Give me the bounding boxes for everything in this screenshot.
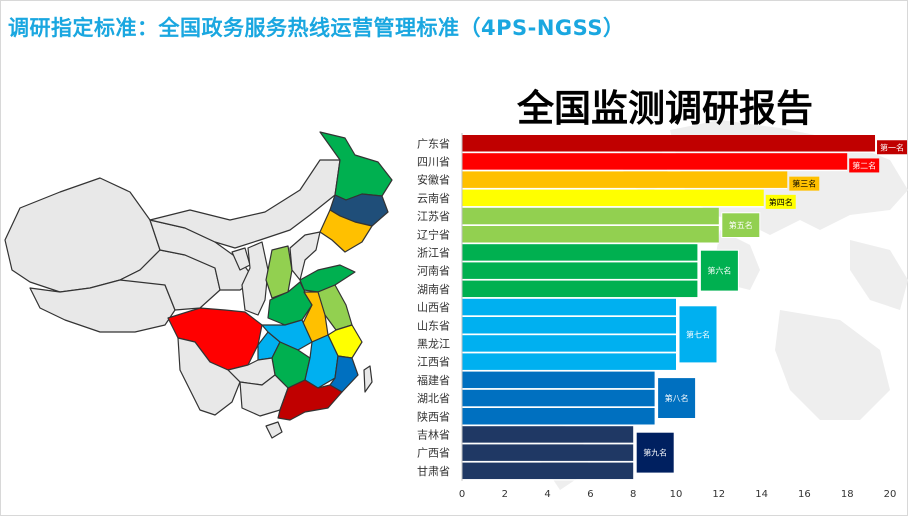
rank-badge-label: 第三名 <box>792 179 816 189</box>
x-tick-label: 0 <box>459 489 465 500</box>
category-label: 江苏省 <box>417 210 450 223</box>
x-tick-label: 10 <box>670 489 683 500</box>
bar <box>462 444 634 461</box>
category-label: 甘肃省 <box>417 465 450 478</box>
rank-badge <box>635 431 675 474</box>
category-label: 江西省 <box>417 356 450 369</box>
category-label: 四川省 <box>417 155 450 168</box>
bar <box>462 280 698 298</box>
category-label: 黑龙江 <box>417 337 450 350</box>
x-tick-label: 6 <box>587 489 593 500</box>
page-title: 调研指定标准：全国政务服务热线运营管理标准（4PS-NGSS） <box>8 16 625 40</box>
bar <box>462 371 655 389</box>
map-region-guangdong <box>277 379 343 421</box>
china-map <box>4 131 393 439</box>
category-label: 湖北省 <box>417 392 450 405</box>
x-tick-label: 4 <box>544 489 550 500</box>
category-label: 湖南省 <box>417 283 450 296</box>
bar <box>462 298 676 316</box>
category-label: 浙江省 <box>417 246 450 259</box>
bar <box>462 317 676 334</box>
category-label: 安徽省 <box>417 173 450 187</box>
rank-badge-label: 第二名 <box>852 160 876 170</box>
map-region-hainan <box>265 421 283 439</box>
category-label: 云南省 <box>417 192 450 205</box>
bar <box>462 408 655 425</box>
bar <box>462 389 655 407</box>
bar <box>462 335 676 352</box>
map-region-yunnan <box>177 337 241 416</box>
category-label: 福建省 <box>417 373 450 387</box>
rank-badge <box>849 158 880 173</box>
rank-badge-label: 第一名 <box>880 142 904 152</box>
map-region-shaanxi <box>241 241 269 316</box>
bar <box>462 171 788 188</box>
category-label: 陕西省 <box>417 409 450 423</box>
category-label: 广西省 <box>417 447 450 460</box>
rank-badge-label: 第五名 <box>729 220 753 230</box>
rank-badge-label: 第四名 <box>769 197 793 207</box>
x-tick-label: 2 <box>502 489 508 500</box>
category-label: 山东省 <box>417 319 450 332</box>
bar <box>462 189 764 207</box>
rank-badge-label: 第九名 <box>643 448 667 458</box>
map-region-hubei <box>261 319 313 351</box>
chart-title: 全国监测调研报告 <box>517 87 813 130</box>
bar <box>462 226 719 243</box>
map-region-taiwan <box>363 365 373 393</box>
bar <box>462 426 634 443</box>
rank-badge <box>721 212 761 239</box>
category-label: 河南省 <box>417 265 450 278</box>
rank-badge <box>657 377 697 420</box>
category-label: 广东省 <box>417 137 450 150</box>
x-tick-label: 8 <box>630 489 636 500</box>
rank-badge <box>699 249 739 292</box>
bar <box>462 462 634 480</box>
map-region-liaoning <box>319 209 373 253</box>
bar <box>462 353 676 370</box>
rank-badge-label: 第八名 <box>665 393 689 403</box>
map-region-shandong <box>299 264 356 293</box>
category-label: 吉林省 <box>417 427 450 441</box>
rank-badge <box>678 305 718 364</box>
rank-badge <box>877 140 908 155</box>
category-label: 辽宁省 <box>417 227 450 241</box>
bar <box>462 135 876 152</box>
x-tick-label: 12 <box>712 489 725 500</box>
category-label: 山西省 <box>417 301 450 314</box>
x-tick-label: 14 <box>755 489 768 500</box>
rank-badge-label: 第六名 <box>707 266 731 276</box>
x-tick-label: 18 <box>841 489 854 500</box>
x-tick-label: 16 <box>798 489 811 500</box>
rank-badge <box>789 176 820 191</box>
bar <box>462 262 698 279</box>
rank-badge <box>765 194 796 209</box>
bar <box>462 153 848 170</box>
rank-badge-label: 第七名 <box>686 329 710 339</box>
bar <box>462 207 719 225</box>
map-region-hebei <box>289 231 321 281</box>
x-tick-label: 20 <box>884 489 897 500</box>
bar <box>462 244 698 261</box>
